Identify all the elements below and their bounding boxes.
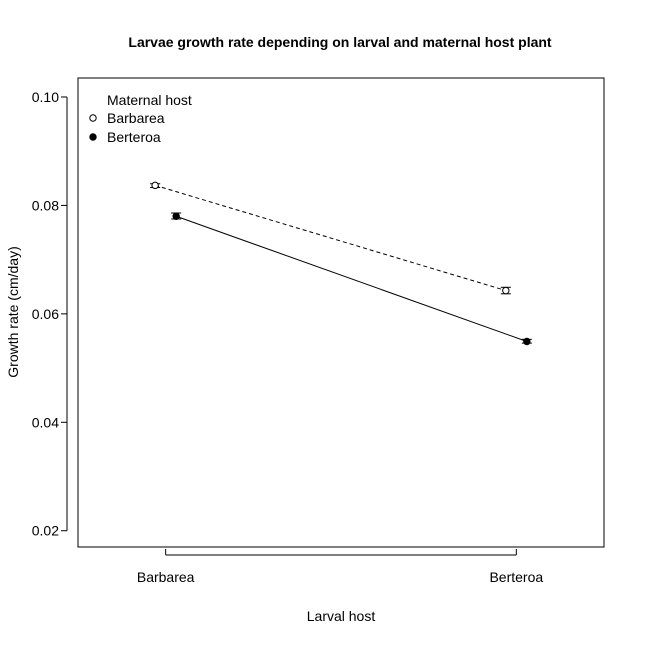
y-tick-label: 0.10 — [32, 89, 59, 105]
y-axis-title: Growth rate (cm/day) — [5, 246, 21, 377]
y-tick-label: 0.06 — [32, 306, 59, 322]
y-tick-label: 0.04 — [32, 414, 59, 430]
legend-marker-barbarea — [89, 114, 97, 122]
series-line-berteroa — [176, 215, 528, 342]
chart-title: Larvae growth rate depending on larval a… — [128, 34, 552, 50]
y-tick-label: 0.02 — [32, 523, 59, 539]
data-point-berteroa — [523, 337, 531, 346]
y-tick-label: 0.08 — [32, 197, 59, 213]
legend-label-barbarea: Barbarea — [107, 110, 165, 126]
data-point-berteroa — [172, 212, 180, 220]
data-point-barbarea — [151, 181, 159, 190]
plot-area — [77, 77, 605, 548]
x-tick-label: Barbarea — [137, 569, 195, 585]
legend: Maternal host Barbarea Berteroa — [89, 92, 192, 145]
y-axis: 0.02 0.04 0.06 0.08 0.10 — [32, 89, 68, 539]
legend-marker-berteroa — [89, 133, 97, 141]
x-axis: Barbarea Berteroa — [137, 549, 543, 585]
data-point-barbarea — [502, 286, 510, 295]
series-layer — [150, 181, 532, 346]
legend-label-berteroa: Berteroa — [107, 129, 161, 145]
x-axis-title: Larval host — [307, 608, 376, 624]
x-tick-label: Berteroa — [489, 569, 543, 585]
series-line-barbarea — [155, 184, 506, 292]
legend-title: Maternal host — [107, 92, 192, 108]
